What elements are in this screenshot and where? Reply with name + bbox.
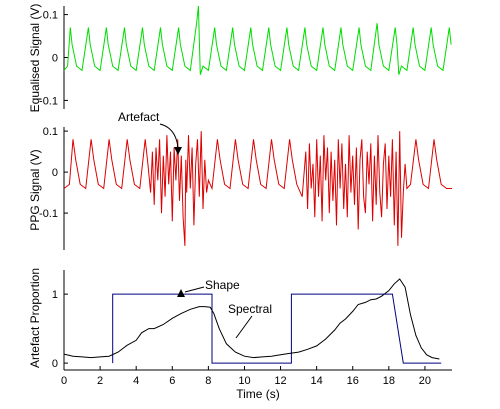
shape-arrowhead-icon [177, 289, 185, 297]
y-tick-label: 1 [52, 289, 58, 301]
x-tick-label: 6 [169, 375, 175, 387]
series-line-bot-0 [112, 293, 442, 364]
artefact-proportion-panel: 10 0 2 4 6 8 10 12 14 16 18 20 Artefact Proportion… [28, 268, 452, 401]
x-tick-label: 20 [419, 375, 431, 387]
y-tick-label: 0 [52, 358, 58, 370]
series-line-bot-1 [63, 278, 440, 360]
x-tick-label: 18 [383, 375, 395, 387]
equalised-signal-y-label: Equalised Signal (V) [28, 4, 42, 113]
series-line-top-0 [63, 5, 452, 75]
x-tick-label: 0 [61, 375, 67, 387]
x-tick-label: 12 [274, 375, 286, 387]
artefact-proportion-y-label: Artefact Proportion [28, 268, 42, 368]
y-tick-label: 0.1 [43, 126, 58, 138]
y-tick-label: 0.1 [43, 10, 58, 22]
y-tick-label: 0 [52, 167, 58, 179]
x-tick-label: 14 [311, 375, 323, 387]
artefact-arrowhead-icon [174, 147, 182, 155]
y-tick-label: 0 [52, 53, 58, 65]
spectral-annotation-leader [235, 315, 253, 339]
x-tick-label: 8 [205, 375, 211, 387]
x-tick-label: 4 [133, 375, 139, 387]
x-tick-label: 10 [238, 375, 250, 387]
x-tick-label: 16 [347, 375, 359, 387]
ppg-signal-y-label: PPG Signal (V) [28, 149, 42, 230]
artefact-annotation: Artefact [118, 110, 160, 124]
y-tick-label: -0.1 [39, 95, 58, 107]
time-x-label: Time (s) [236, 387, 280, 401]
y-tick-label: -0.1 [39, 208, 58, 220]
spectral-annotation: Spectral [228, 302, 272, 316]
artefact-annotation-arrow [159, 123, 179, 149]
series-line-mid-0 [63, 131, 452, 246]
ppg-signal-panel: 0.1 0 -0.1 PPG Signal (V) Artefact [28, 110, 452, 250]
x-tick-label: 2 [97, 375, 103, 387]
equalised-signal-panel: 0.1 0 -0.1 Equalised Signal (V) [28, 4, 452, 113]
shape-annotation-leader [184, 286, 205, 293]
shape-annotation: Shape [205, 278, 240, 292]
